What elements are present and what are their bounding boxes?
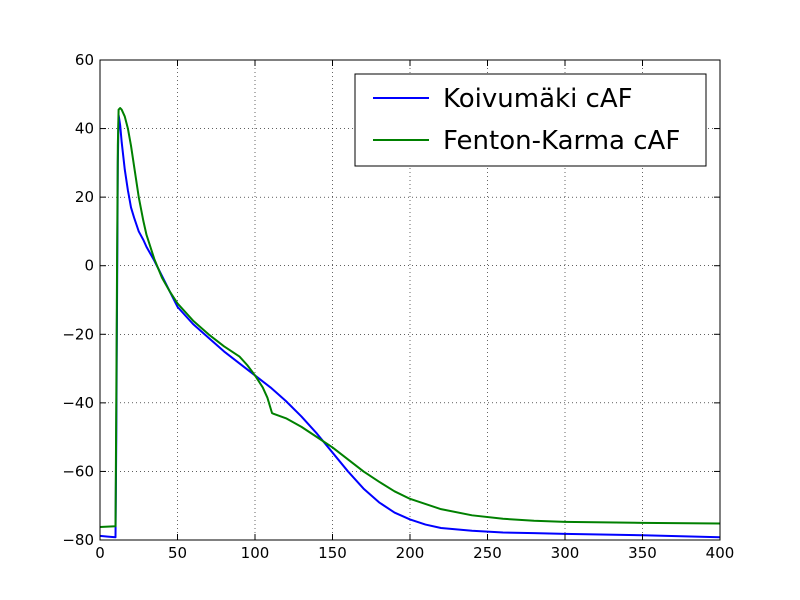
x-tick-label: 300 [551,544,580,562]
legend: Koivumäki cAF Fenton-Karma cAF [354,73,707,167]
series-line-0 [100,113,720,539]
y-tick-label: −80 [62,531,94,549]
y-tick-label: 60 [75,51,94,69]
y-tick-label: 20 [75,188,94,206]
x-tick-label: 350 [628,544,657,562]
y-tick-label: −60 [62,462,94,480]
x-tick-label: 400 [706,544,735,562]
plot-area [100,107,720,539]
x-tick-label: 100 [241,544,270,562]
series-line-1 [100,107,720,528]
axis-ticks: 0 50 100 150 200 250 300 350 4006040200−20−40−60… [62,51,734,562]
y-tick-label: 0 [84,257,94,275]
legend-label-0: Koivumäki cAF [443,84,633,114]
legend-box [354,73,707,167]
x-tick-label: 250 [473,544,502,562]
x-tick-label: 150 [318,544,347,562]
y-tick-label: −40 [62,394,94,412]
x-tick-label: 200 [396,544,425,562]
x-tick-label: 0 [95,544,105,562]
x-tick-label: 50 [168,544,187,562]
y-tick-label: −20 [62,325,94,343]
y-tick-label: 40 [75,120,94,138]
legend-label-1: Fenton-Karma cAF [443,126,680,156]
